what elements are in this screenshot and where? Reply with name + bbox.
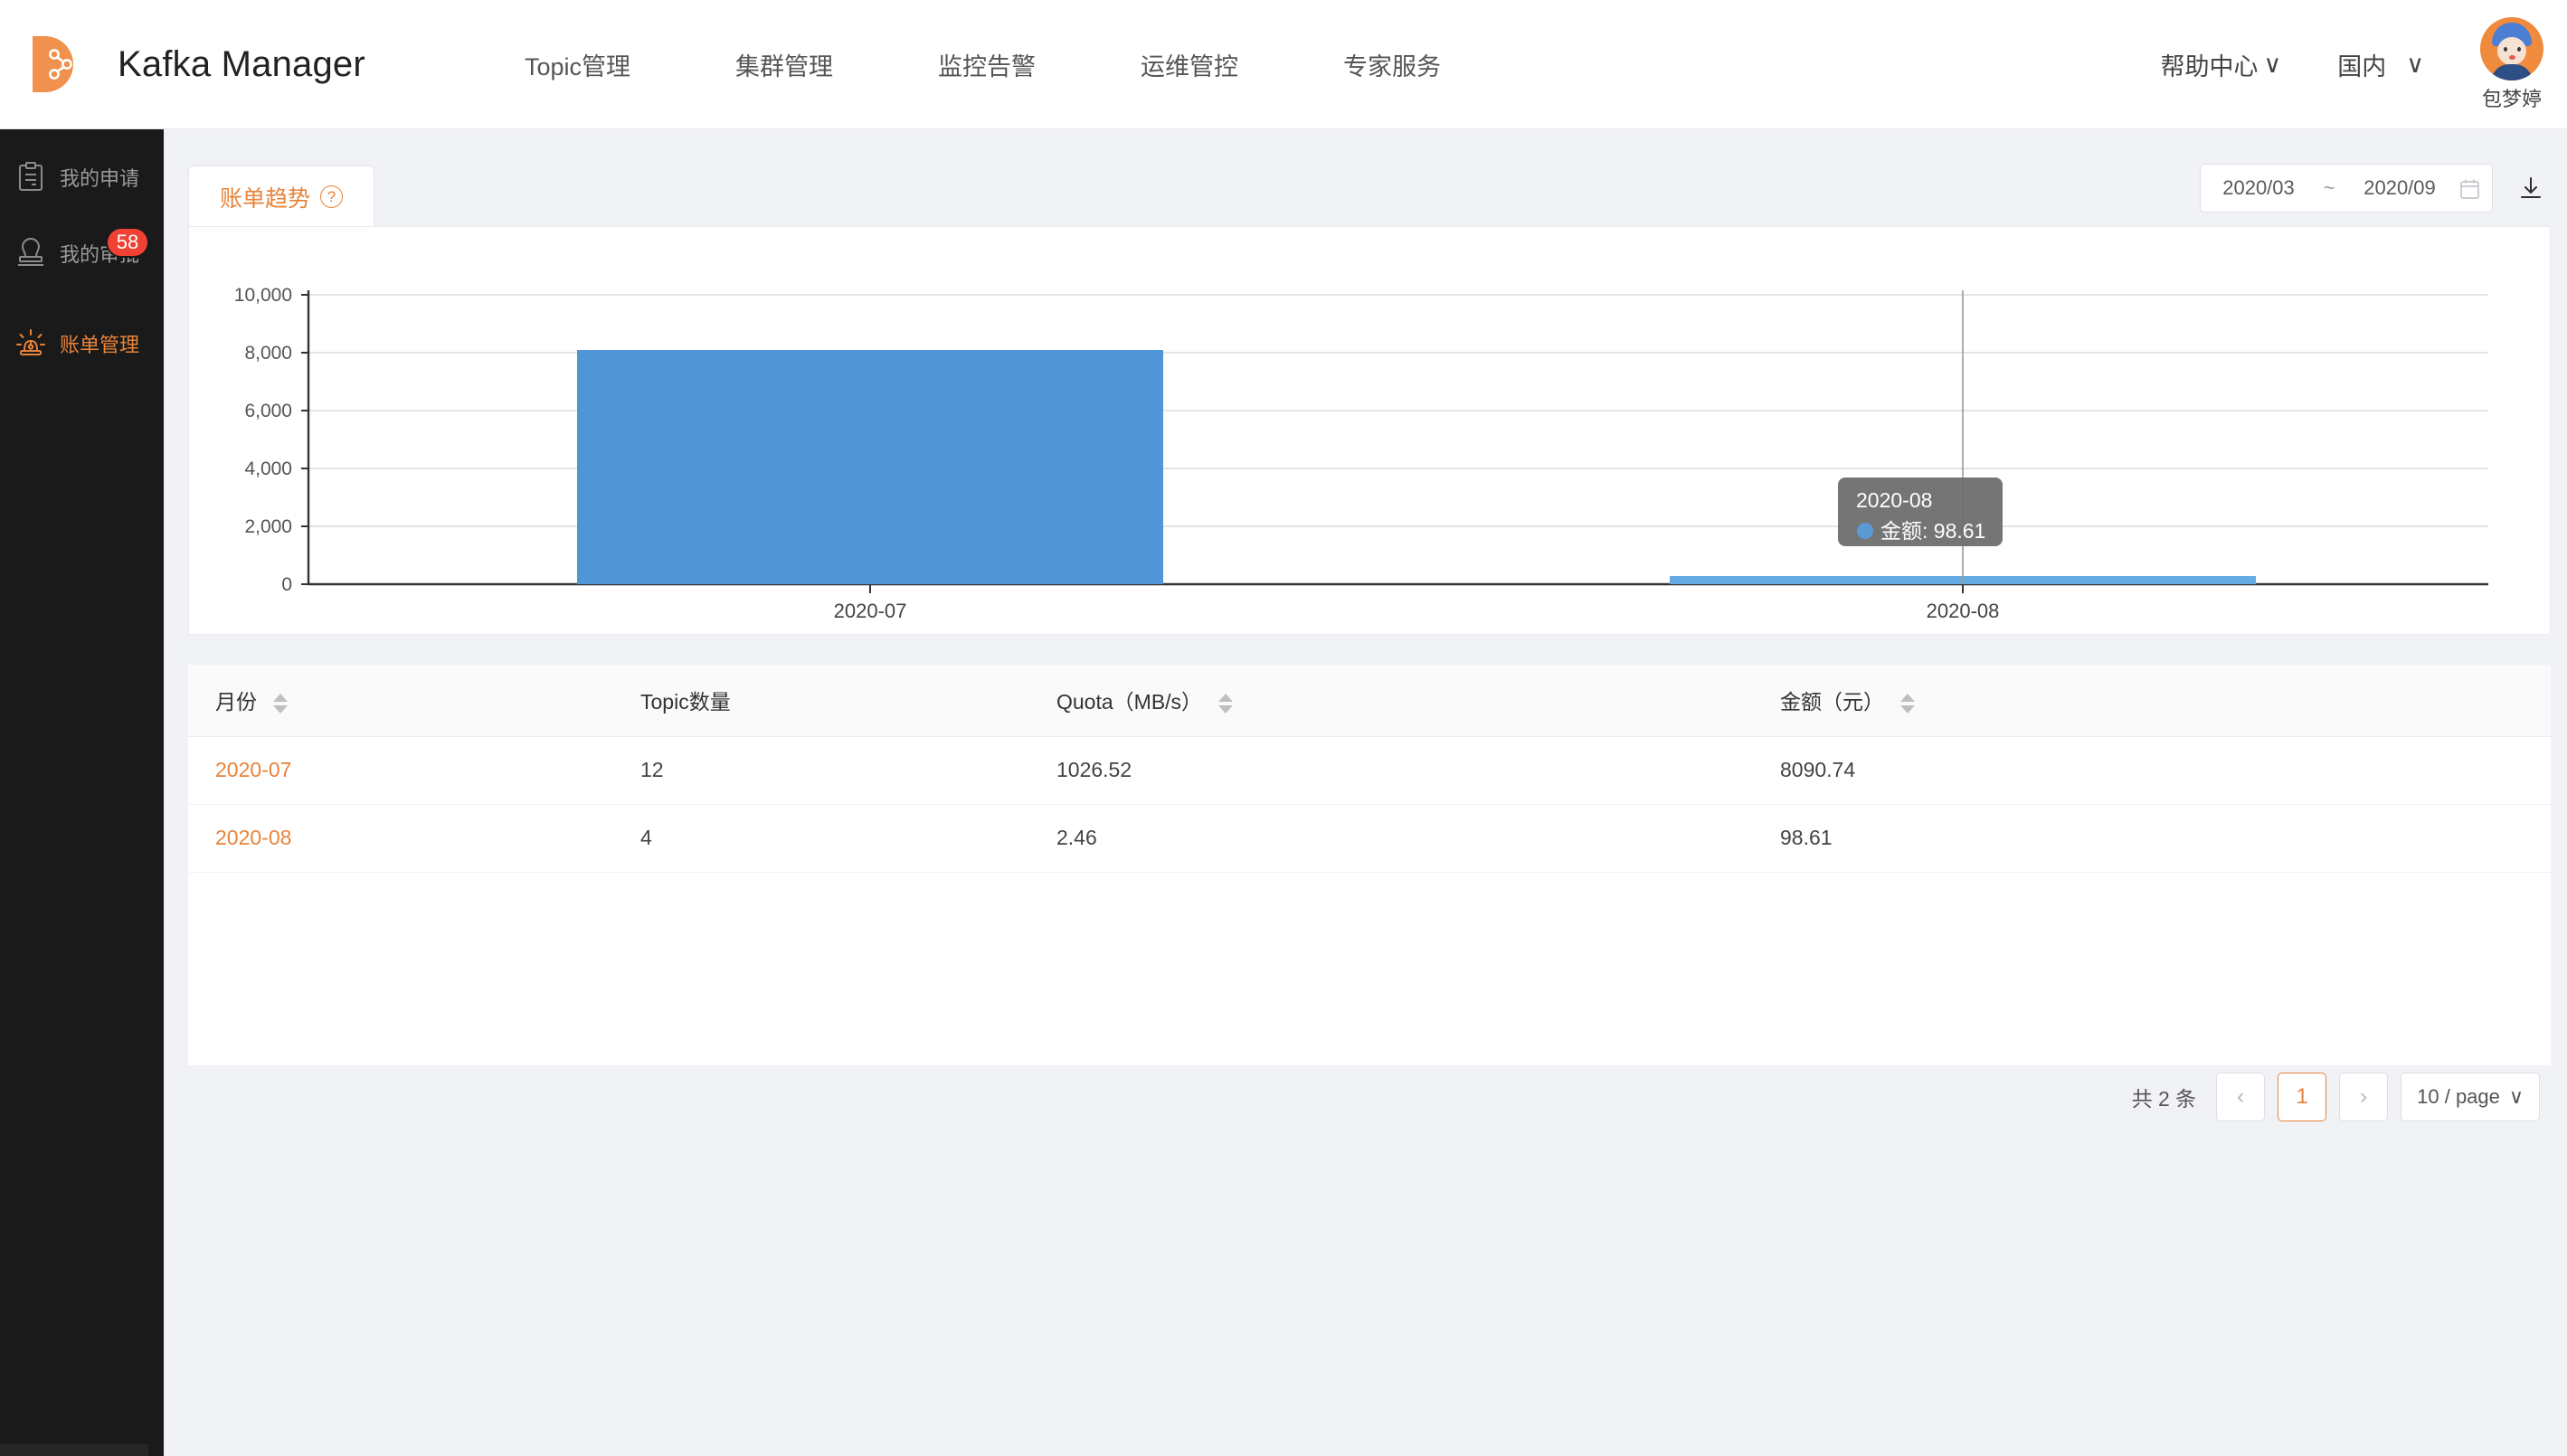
bill-table-card: 月份 Topic数量 Quota（MB/s） 金额（元） [188,665,2551,1065]
cell-topic-count: 4 [613,804,1029,873]
col-header-label: Topic数量 [640,690,731,714]
download-icon[interactable] [2513,170,2549,206]
cell-amount: 98.61 [1753,804,2551,873]
tooltip-title: 2020-08 [1856,488,1932,512]
kafka-d-logo-icon [27,33,87,96]
y-tick-label: 6,000 [244,401,292,421]
region-label: 国内 [2337,53,2387,80]
sort-arrows-icon[interactable] [1218,694,1234,714]
app-header: Kafka Manager Topic管理 集群管理 监控告警 运维管控 专家服… [0,0,2567,129]
chevron-down-icon: ∨ [2406,51,2424,78]
calendar-icon [2459,178,2480,200]
question-circle-icon[interactable]: ? [320,185,344,208]
cell-quota: 1026.52 [1029,736,1753,805]
cell-amount: 8090.74 [1753,736,2551,805]
pagination-page-1[interactable]: 1 [2278,1073,2327,1121]
range-start-input[interactable]: 2020/03 [2222,176,2295,199]
y-tick-label: 0 [281,574,292,595]
nav-item-topic[interactable]: Topic管理 [525,52,631,80]
col-header-month[interactable]: 月份 [188,665,613,737]
bill-trend-chart-card: 10,000 8,000 6,000 4,000 2,000 0 [188,226,2551,635]
chart-tooltip: 2020-08 金额: 98.61 [1838,477,2003,546]
main-content: 账单趋势 ? 2020/03 ~ 2020/09 [164,129,2567,1456]
y-tick-label: 8,000 [244,343,292,364]
help-center-menu[interactable]: 帮助中心 ∨ [2160,47,2281,82]
pagination: 共 2 条 ‹ 1 › 10 / page ∨ [2132,1073,2540,1121]
table-body: 2020-07 12 1026.52 8090.74 2020-08 4 2.4… [188,736,2551,873]
sidebar-item-label: 账单管理 [60,334,140,356]
col-header-label: Quota（MB/s） [1056,690,1203,714]
page-size-select[interactable]: 10 / page ∨ [2401,1073,2540,1121]
sort-arrows-icon[interactable] [1900,694,1916,714]
sidebar-item-my-approvals[interactable]: 我的审批 58 [0,225,164,281]
cell-quota: 2.46 [1029,804,1753,873]
sidebar-horizontal-scrollbar[interactable] [0,1444,164,1456]
y-tick-label: 4,000 [244,459,292,479]
clipboard-icon [13,159,49,195]
tab-bill-trend[interactable]: 账单趋势 ? [188,165,375,227]
chevron-down-icon: ∨ [2508,1085,2524,1108]
user-menu[interactable]: 包梦婷 [2480,17,2543,112]
tab-label: 账单趋势 [220,185,311,212]
chart-toolbar: 2020/03 ~ 2020/09 [2200,164,2549,213]
pagination-total: 共 2 条 [2131,1087,2197,1111]
sidebar-item-my-applications[interactable]: 我的申请 [0,149,164,205]
chart-y-tick-labels: 10,000 8,000 6,000 4,000 2,000 0 [234,285,292,595]
tooltip-value: 金额: 98.61 [1880,519,1985,543]
bar-2020-07[interactable] [577,350,1163,584]
app-title: Kafka Manager [118,43,365,84]
table-head: 月份 Topic数量 Quota（MB/s） 金额（元） [188,665,2551,737]
month-link[interactable]: 2020-07 [215,758,292,781]
date-range-picker[interactable]: 2020/03 ~ 2020/09 [2200,164,2493,213]
sidebar-item-label: 我的申请 [60,167,140,190]
nav-item-cluster[interactable]: 集群管理 [735,52,834,80]
avatar [2480,17,2543,80]
x-tick-label: 2020-08 [1927,600,2000,622]
alarm-lamp-icon [13,326,49,362]
chevron-down-icon: ∨ [2263,51,2282,78]
sidebar-item-bill-management[interactable]: 账单管理 [0,316,164,372]
stamp-icon [13,235,49,271]
range-end-input[interactable]: 2020/09 [2363,176,2436,199]
y-tick-label: 10,000 [234,285,292,306]
approval-count-badge: 58 [106,227,149,258]
table-row[interactable]: 2020-07 12 1026.52 8090.74 [188,736,2551,805]
user-name: 包梦婷 [2481,88,2542,110]
bill-table: 月份 Topic数量 Quota（MB/s） 金额（元） [188,665,2551,873]
pagination-prev-button[interactable]: ‹ [2216,1073,2266,1121]
col-header-amount[interactable]: 金额（元） [1753,665,2551,737]
header-right: 帮助中心 ∨ 国内 ∨ 包梦婷 [2160,0,2543,129]
y-tick-label: 2,000 [244,516,292,537]
cell-month: 2020-08 [188,804,613,873]
col-header-quota[interactable]: Quota（MB/s） [1029,665,1753,737]
table-row[interactable]: 2020-08 4 2.46 98.61 [188,804,2551,873]
main-nav: Topic管理 集群管理 监控告警 运维管控 专家服务 [525,47,1546,82]
col-header-topic-count[interactable]: Topic数量 [613,665,1029,737]
brand[interactable]: Kafka Manager [27,33,365,96]
x-tick-label: 2020-07 [834,600,907,622]
cell-topic-count: 12 [613,736,1029,805]
table-header-row: 月份 Topic数量 Quota（MB/s） 金额（元） [188,665,2551,737]
range-separator: ~ [2323,176,2335,199]
nav-item-expert[interactable]: 专家服务 [1343,52,1442,80]
sidebar: 我的申请 我的审批 58 [0,129,164,1456]
bill-trend-bar-chart[interactable]: 10,000 8,000 6,000 4,000 2,000 0 [189,227,2552,636]
chart-x-tick-labels: 2020-07 2020-08 [834,600,2000,622]
col-header-label: 月份 [215,690,257,714]
page-size-label: 10 / page [2417,1085,2500,1108]
tooltip-series-marker-icon [1857,523,1873,539]
col-header-label: 金额（元） [1780,690,1884,714]
nav-item-ops[interactable]: 运维管控 [1141,52,1239,80]
pagination-next-button[interactable]: › [2339,1073,2389,1121]
sort-arrows-icon[interactable] [273,694,289,714]
month-link[interactable]: 2020-08 [215,826,292,849]
cell-month: 2020-07 [188,736,613,805]
help-center-label: 帮助中心 [2160,53,2259,80]
tab-bar: 账单趋势 ? [188,165,375,227]
nav-item-monitor[interactable]: 监控告警 [938,52,1037,80]
region-menu[interactable]: 国内 ∨ [2337,47,2424,82]
